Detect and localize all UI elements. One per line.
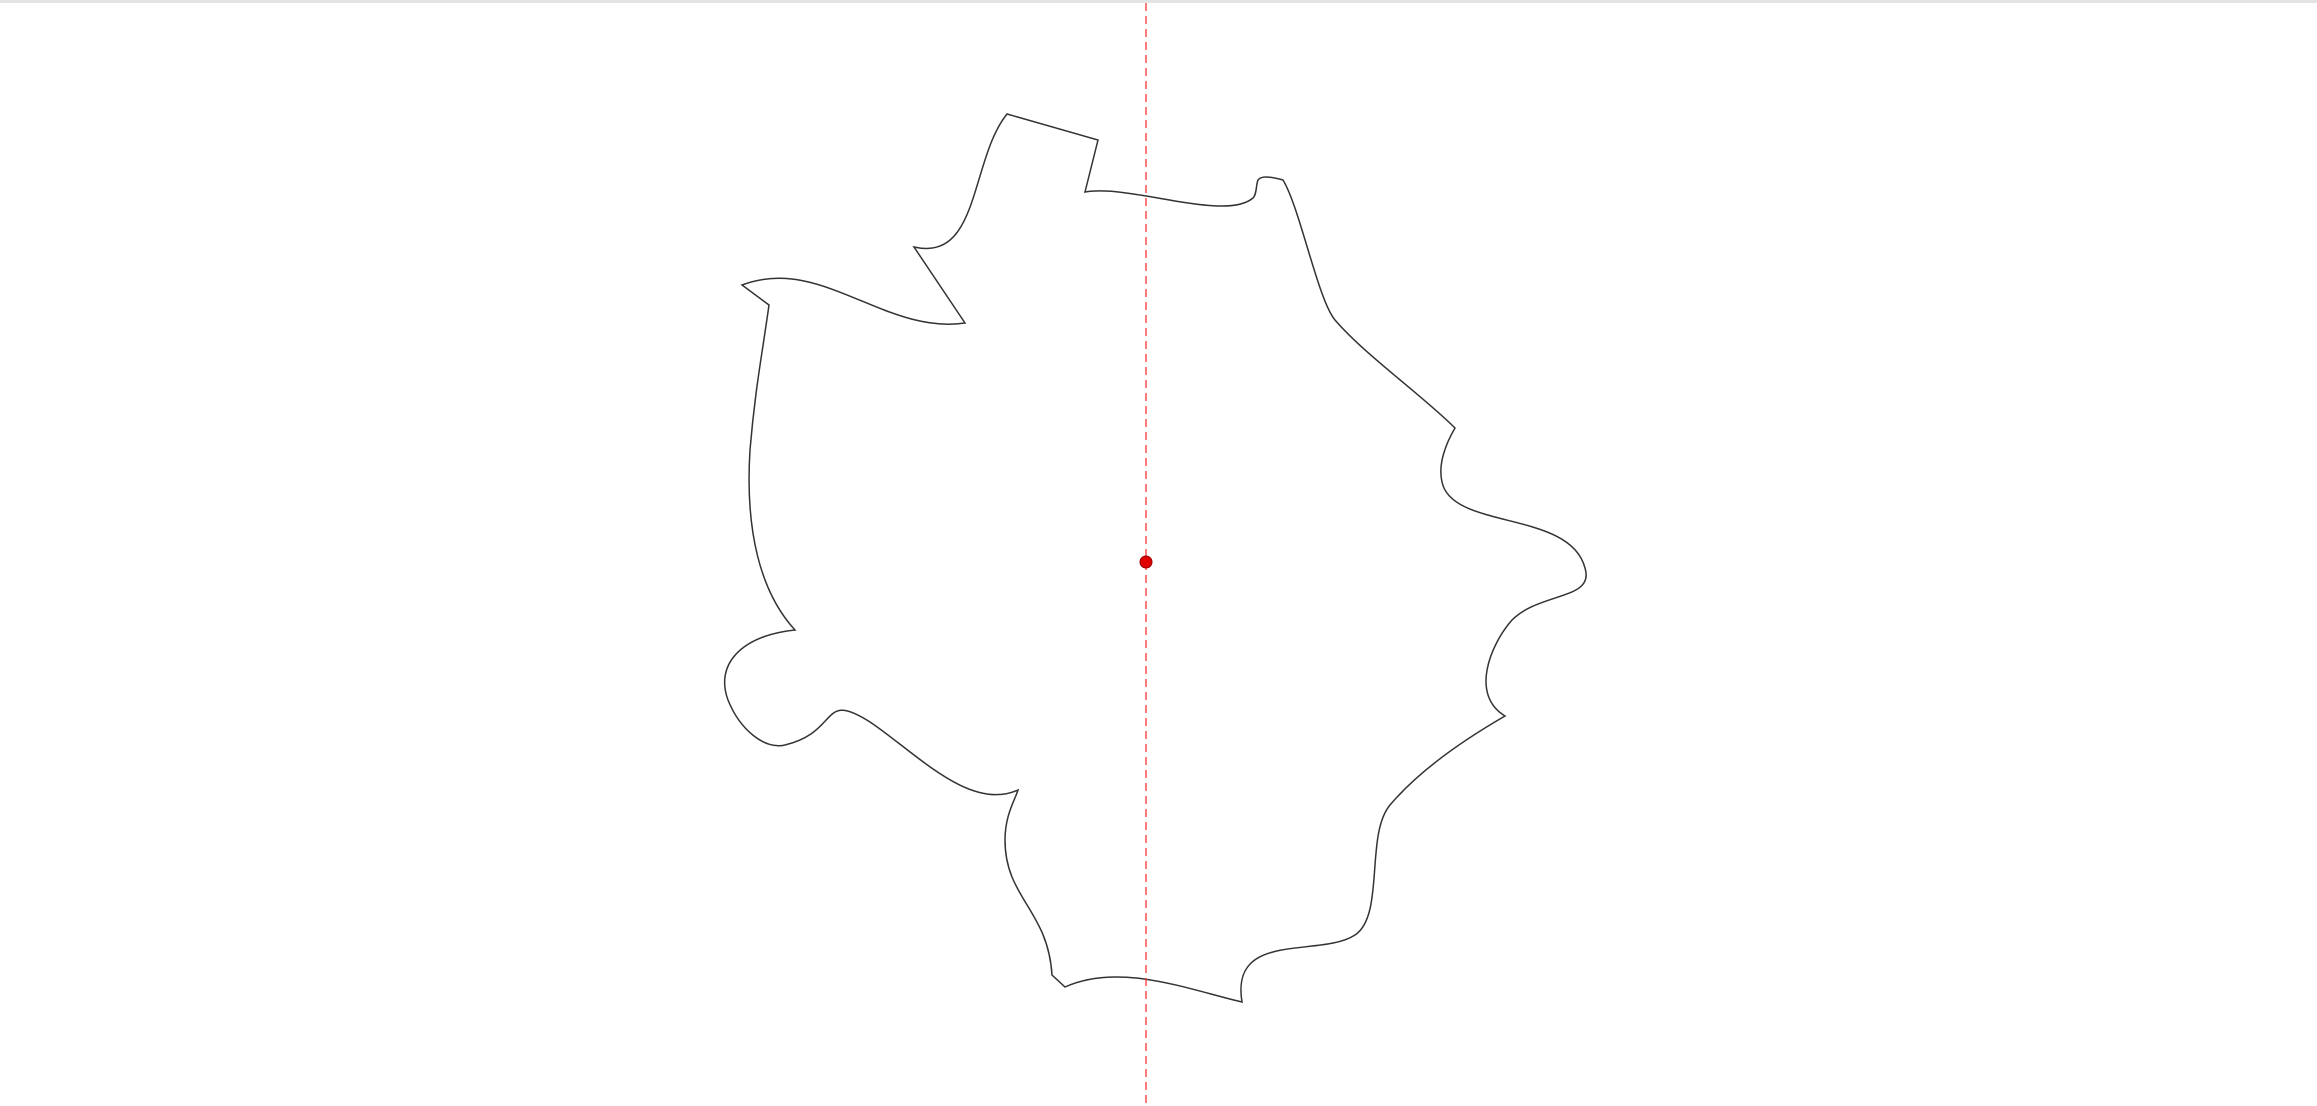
top-border <box>0 0 2317 3</box>
center-point-marker[interactable] <box>1139 555 1153 569</box>
irregular-shape-outline[interactable] <box>723 113 1587 1003</box>
